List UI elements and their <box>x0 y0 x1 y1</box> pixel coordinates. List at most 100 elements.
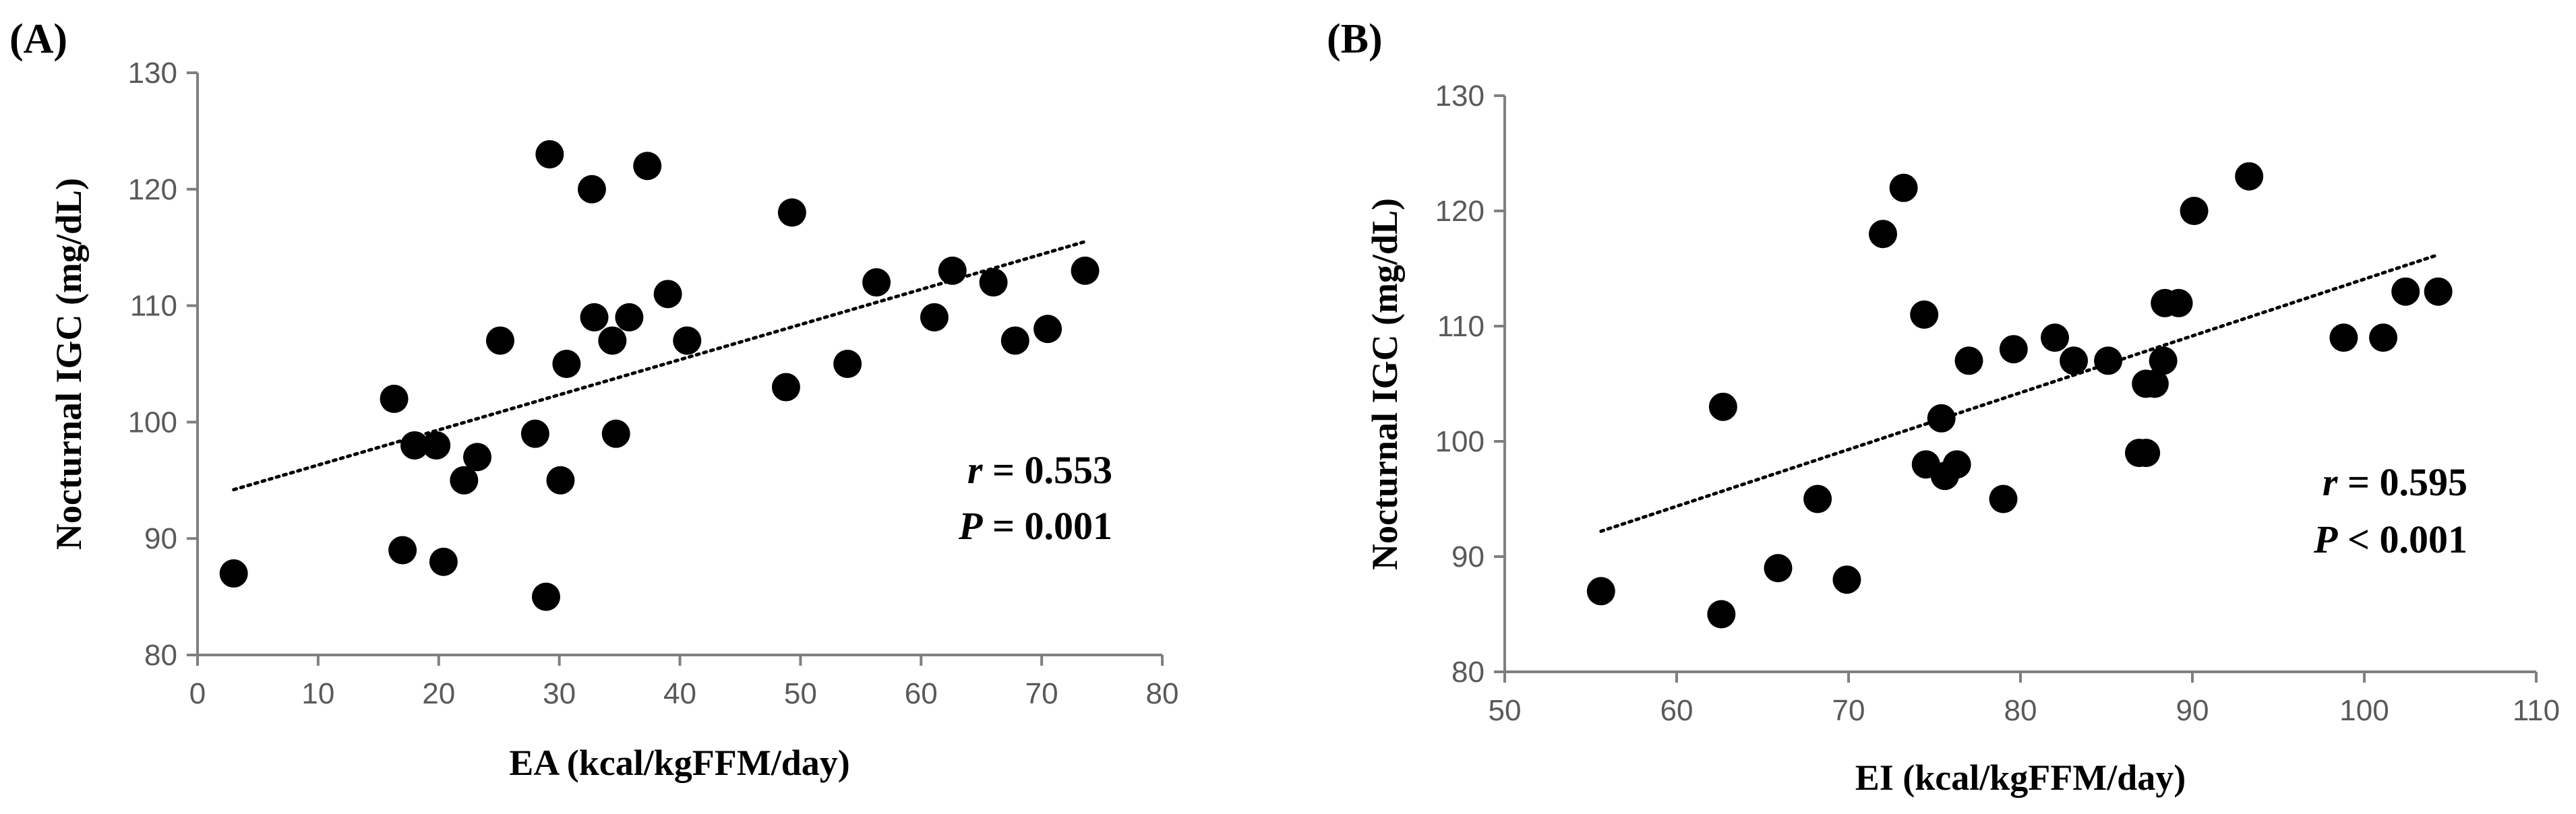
trendline <box>232 240 1087 492</box>
r-value: r = 0.553 <box>967 448 1112 492</box>
data-point <box>552 350 581 378</box>
x-tick-label: 100 <box>2339 694 2389 727</box>
y-tick-label: 130 <box>1435 80 1485 113</box>
data-point <box>219 559 248 588</box>
data-point <box>2235 162 2264 191</box>
data-point <box>1708 392 1737 421</box>
chart-panel-a: 80 90 100 110 120 130 0 10 20 30 40 50 60 70 80 (A) EA (… <box>9 16 1178 783</box>
data-point <box>1999 335 2028 364</box>
data-point <box>1764 554 1793 583</box>
y-axis-title: Nocturnal IGC (mg/dL) <box>49 178 89 550</box>
data-point <box>777 198 806 227</box>
y-tick-label: 100 <box>1435 425 1485 458</box>
data-point <box>388 536 417 565</box>
x-tick-label: 80 <box>1146 677 1179 710</box>
data-point <box>1889 173 1918 202</box>
data-point <box>1869 220 1897 249</box>
data-point <box>580 303 609 332</box>
data-point <box>2424 277 2453 306</box>
trendline <box>1599 253 2440 533</box>
p-value: P = 0.001 <box>958 504 1112 548</box>
x-tick-label: 40 <box>663 677 696 710</box>
x-tick-label: 0 <box>189 677 206 710</box>
data-point <box>938 256 967 285</box>
data-point <box>520 419 549 448</box>
x-tick-label: 110 <box>2513 694 2560 727</box>
data-point <box>1942 450 1971 479</box>
data-point <box>2164 288 2193 317</box>
data-point <box>2060 346 2089 375</box>
data-point <box>2329 323 2358 352</box>
r-symbol: r <box>967 448 983 492</box>
x-tick-label: 70 <box>1025 677 1058 710</box>
r-number: = 0.595 <box>2337 460 2467 504</box>
x-tick-label: 70 <box>1832 694 1865 727</box>
data-point <box>429 547 458 576</box>
y-tick-label: 120 <box>1435 195 1485 228</box>
y-tick-label: 80 <box>144 639 177 672</box>
y-tick-label: 90 <box>1451 540 1485 573</box>
data-point <box>2140 369 2169 398</box>
data-point <box>920 303 949 332</box>
y-tick-label: 130 <box>128 57 177 90</box>
x-tick-label: 50 <box>1489 694 1522 727</box>
x-tick-label: 60 <box>1660 694 1694 727</box>
data-point <box>2149 346 2178 375</box>
p-symbol: P <box>958 504 983 548</box>
x-tick-label: 50 <box>784 677 817 710</box>
data-point <box>2369 323 2398 352</box>
chart-panel-b: 80 90 100 110 120 130 50 60 70 80 90 100 110 (B) EI (k… <box>1327 16 2560 798</box>
p-number: < 0.001 <box>2337 518 2467 561</box>
x-tick-label: 90 <box>2176 694 2209 727</box>
x-tick-label: 10 <box>301 677 334 710</box>
data-point <box>1034 315 1062 344</box>
data-point <box>1000 326 1029 355</box>
data-point <box>546 466 575 495</box>
p-value: P < 0.001 <box>2313 518 2467 561</box>
data-point <box>598 326 627 355</box>
data-point <box>1989 484 2018 513</box>
r-number: = 0.553 <box>982 448 1112 492</box>
data-point <box>1927 404 1956 433</box>
data-point <box>1586 577 1615 606</box>
data-point <box>380 384 409 413</box>
y-tick-label: 80 <box>1451 656 1485 689</box>
data-point <box>633 152 662 181</box>
data-point <box>2094 346 2123 375</box>
y-axis-title: Nocturnal IGC (mg/dL) <box>1365 198 1405 570</box>
r-symbol: r <box>2323 460 2338 504</box>
data-point <box>1803 484 1832 513</box>
y-tick-label: 110 <box>1437 310 1485 343</box>
data-point <box>485 326 514 355</box>
data-point <box>862 268 891 297</box>
x-axis-title: EI (kcal/kgFFM/day) <box>1855 757 2186 798</box>
data-point <box>462 443 491 472</box>
data-point <box>979 268 1008 297</box>
data-point <box>535 139 564 168</box>
p-symbol: P <box>2313 518 2338 561</box>
p-number: = 0.001 <box>982 504 1112 548</box>
data-point <box>400 431 429 460</box>
data-point <box>653 280 682 309</box>
y-tick-label: 120 <box>128 173 177 206</box>
data-point <box>771 373 800 402</box>
data-point <box>422 431 451 460</box>
x-axis-title: EA (kcal/kgFFM/day) <box>509 743 850 783</box>
data-point <box>1832 565 1861 594</box>
data-point <box>450 466 479 495</box>
r-value: r = 0.595 <box>2323 460 2467 504</box>
y-tick-label: 100 <box>128 406 177 439</box>
data-point <box>531 582 560 611</box>
data-point <box>1910 300 1939 329</box>
data-point <box>1071 256 1100 285</box>
y-tick-label: 90 <box>144 522 177 555</box>
data-point <box>1954 346 1983 375</box>
data-point <box>833 350 862 378</box>
y-tick-label: 110 <box>130 290 177 323</box>
x-tick-label: 20 <box>422 677 455 710</box>
panel-label: (A) <box>9 16 67 62</box>
data-point <box>601 419 630 448</box>
x-tick-label: 80 <box>2004 694 2037 727</box>
data-point <box>577 175 606 204</box>
